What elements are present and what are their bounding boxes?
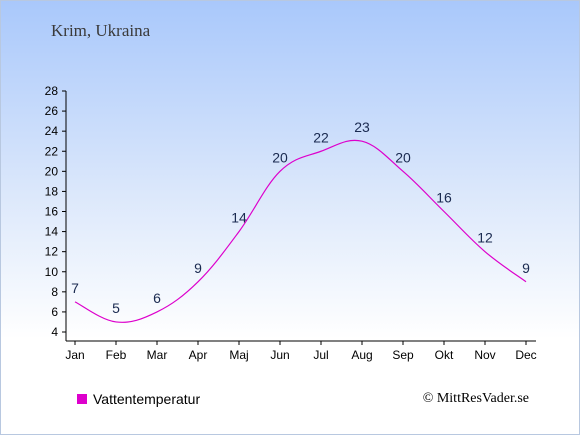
- x-tick-label: Jul: [313, 348, 328, 362]
- data-label: 16: [436, 190, 452, 206]
- y-tick-label: 18: [45, 184, 59, 198]
- y-tick-label: 26: [45, 104, 59, 118]
- legend-label: Vattentemperatur: [93, 391, 201, 407]
- x-tick-label: Okt: [435, 348, 454, 362]
- y-tick-label: 22: [45, 144, 59, 158]
- y-tick-label: 24: [45, 124, 59, 138]
- y-tick-label: 6: [51, 305, 58, 319]
- credit-text: © MittResVader.se: [422, 391, 529, 406]
- x-tick-label: Feb: [106, 348, 127, 362]
- data-label: 20: [272, 149, 288, 165]
- data-label: 9: [194, 260, 202, 276]
- data-label: 22: [313, 129, 329, 145]
- y-tick-label: 28: [45, 84, 59, 98]
- y-tick-label: 8: [51, 285, 58, 299]
- data-label: 23: [354, 119, 370, 135]
- y-tick-label: 16: [45, 205, 59, 219]
- y-tick-label: 10: [45, 265, 59, 279]
- chart-subtitle: Krim, Ukraina: [51, 21, 151, 40]
- series-line: [74, 139, 527, 323]
- legend-swatch: [77, 394, 87, 404]
- x-tick-label: Jun: [270, 348, 289, 362]
- legend: Vattentemperatur: [77, 391, 200, 407]
- data-label: 9: [522, 260, 530, 276]
- x-tick-label: Jan: [65, 348, 84, 362]
- x-tick-label: Dec: [515, 348, 536, 362]
- x-tick-label: Apr: [189, 348, 208, 362]
- y-tick-label: 4: [51, 325, 58, 339]
- data-label: 14: [231, 210, 247, 226]
- data-label: 20: [395, 149, 411, 165]
- data-label: 6: [153, 290, 161, 306]
- y-tick-label: 20: [45, 164, 59, 178]
- y-tick-label: 14: [45, 225, 59, 239]
- data-label: 12: [477, 230, 493, 246]
- y-tick-label: 12: [45, 245, 59, 259]
- x-tick-label: Maj: [229, 348, 248, 362]
- data-label: 5: [112, 300, 120, 316]
- x-tick-label: Aug: [351, 348, 372, 362]
- x-tick-label: Sep: [392, 348, 414, 362]
- x-tick-label: Mar: [147, 348, 168, 362]
- data-label: 7: [71, 280, 79, 296]
- x-tick-label: Nov: [474, 348, 495, 362]
